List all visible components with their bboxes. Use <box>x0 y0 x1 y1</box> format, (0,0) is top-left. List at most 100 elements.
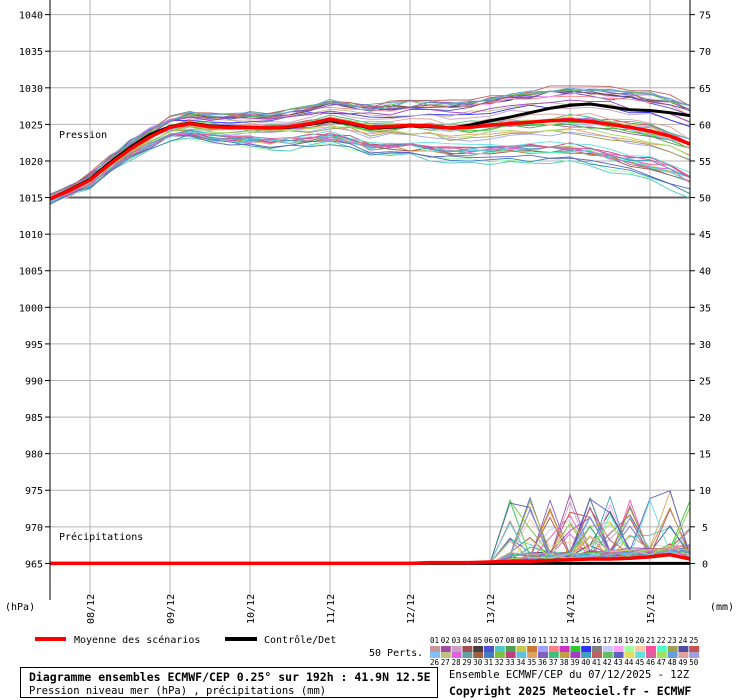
pert-swatch <box>689 652 699 658</box>
pert-number: 44 <box>624 658 634 665</box>
x-tick-label: 12/12 <box>406 594 417 624</box>
pert-swatch <box>603 646 613 652</box>
left-tick-label: 970 <box>25 523 43 534</box>
pert-swatch <box>624 646 634 652</box>
x-tick-label: 14/12 <box>566 594 577 624</box>
pert-number: 03 <box>452 636 461 645</box>
pert-swatch <box>581 646 591 652</box>
pert-swatch <box>495 646 505 652</box>
legend-control-label: Contrôle/Det <box>264 634 336 646</box>
pert-number: 50 <box>689 658 699 665</box>
x-tick-label: 15/12 <box>646 594 657 624</box>
x-tick-label: 13/12 <box>486 594 497 624</box>
pert-number: 02 <box>441 636 450 645</box>
perturbation-color-key: 01 02 03 04 05 06 07 08 09 10 11 12 13 14 15 16 17 18 19 20… <box>430 636 699 665</box>
pert-number: 45 <box>635 658 644 665</box>
right-tick-label: 5 <box>702 523 708 534</box>
right-unit-label: (mm) <box>710 602 734 613</box>
right-tick-label: 40 <box>699 267 711 278</box>
pert-number: 33 <box>506 658 515 665</box>
pressure-panel-label: Pression <box>59 130 107 141</box>
pert-swatch <box>668 652 678 658</box>
right-tick-label: 75 <box>699 11 711 22</box>
pert-swatch <box>689 646 699 652</box>
pert-swatch <box>549 652 559 658</box>
pert-number: 15 <box>581 636 590 645</box>
pert-swatch <box>646 646 656 652</box>
pert-swatch <box>668 646 678 652</box>
pert-number: 11 <box>538 636 547 645</box>
pert-swatch <box>624 652 634 658</box>
chart-title: Diagramme ensembles ECMWF/CEP 0.25° sur … <box>29 670 431 684</box>
pert-number: 35 <box>527 658 536 665</box>
pert-number: 37 <box>549 658 558 665</box>
pert-number: 19 <box>624 636 633 645</box>
pert-number: 36 <box>538 658 548 665</box>
left-tick-label: 1035 <box>19 47 43 58</box>
run-info: Ensemble ECMWF/CEP du 07/12/2025 - 12Z <box>449 669 689 681</box>
right-tick-label: 10 <box>699 486 711 497</box>
right-tick-label: 50 <box>699 194 711 205</box>
pert-swatch <box>452 646 462 652</box>
pert-number: 17 <box>603 636 612 645</box>
pert-number: 48 <box>668 658 678 665</box>
right-tick-label: 35 <box>699 303 711 314</box>
pert-number: 43 <box>614 658 623 665</box>
pert-number: 25 <box>689 636 698 645</box>
pert-number: 34 <box>516 658 526 665</box>
pert-swatch <box>678 646 688 652</box>
left-tick-label: 980 <box>25 450 43 461</box>
left-tick-label: 1020 <box>19 157 43 168</box>
pert-swatch <box>484 652 494 658</box>
right-tick-label: 25 <box>699 376 711 387</box>
tick-labels: 1040103510301025102010151010100510009959… <box>5 11 734 624</box>
pert-number: 14 <box>570 636 580 645</box>
left-tick-label: 1015 <box>19 194 43 205</box>
pert-number: 18 <box>614 636 624 645</box>
pert-swatch <box>570 646 580 652</box>
left-tick-label: 1005 <box>19 267 43 278</box>
pert-swatch <box>538 646 548 652</box>
pert-number: 26 <box>430 658 440 665</box>
pert-number: 49 <box>678 658 687 665</box>
pert-swatch <box>538 652 548 658</box>
pert-swatch <box>452 652 462 658</box>
pert-number: 16 <box>592 636 602 645</box>
left-tick-label: 995 <box>25 340 43 351</box>
pert-number: 13 <box>560 636 569 645</box>
pert-swatch <box>614 646 624 652</box>
pert-number: 24 <box>678 636 688 645</box>
pert-swatch <box>549 646 559 652</box>
pert-number: 29 <box>462 658 471 665</box>
left-tick-label: 1010 <box>19 230 43 241</box>
x-tick-label: 10/12 <box>246 594 257 624</box>
pert-number: 40 <box>581 658 591 665</box>
pert-swatch <box>462 646 472 652</box>
pert-number: 12 <box>549 636 558 645</box>
x-tick-label: 08/12 <box>86 594 97 624</box>
pert-swatch <box>473 652 483 658</box>
pert-swatch <box>560 646 570 652</box>
precip-panel-label: Précipitations <box>59 531 143 543</box>
left-tick-label: 1030 <box>19 84 43 95</box>
pert-swatch <box>678 652 688 658</box>
pert-swatch <box>462 652 472 658</box>
pert-number: 10 <box>527 636 537 645</box>
pert-number: 04 <box>462 636 472 645</box>
legend-mean-label: Moyenne des scénarios <box>74 634 200 646</box>
pert-swatch <box>657 652 667 658</box>
pert-number: 05 <box>473 636 482 645</box>
pert-swatch <box>614 652 624 658</box>
pert-number: 08 <box>506 636 516 645</box>
pert-number: 27 <box>441 658 450 665</box>
chart-subtitle: Pression niveau mer (hPa) , précipitatio… <box>29 685 326 697</box>
pert-number: 07 <box>495 636 504 645</box>
pert-swatch <box>430 646 440 652</box>
perturbation-members <box>50 86 690 564</box>
left-tick-label: 965 <box>25 559 43 570</box>
left-unit-label: (hPa) <box>5 602 35 613</box>
pert-number: 46 <box>646 658 656 665</box>
left-tick-label: 975 <box>25 486 43 497</box>
pert-swatch <box>592 652 602 658</box>
left-tick-label: 1025 <box>19 120 43 131</box>
